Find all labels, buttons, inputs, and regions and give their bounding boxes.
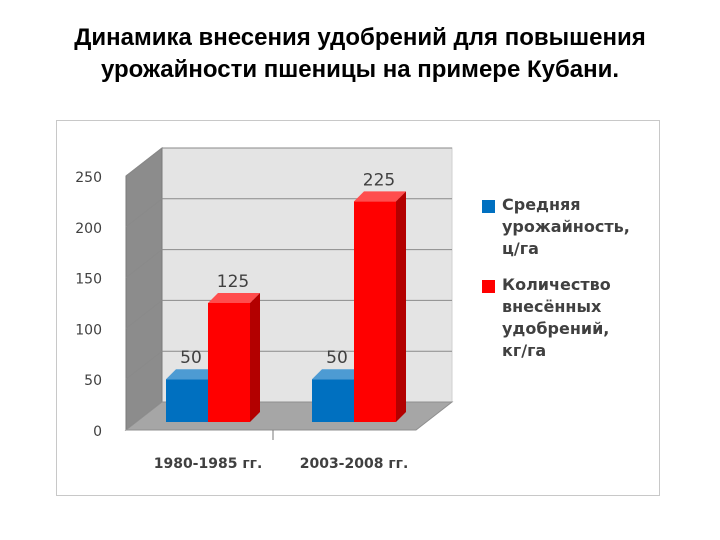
legend-label-line: внесённых (502, 297, 602, 316)
bar (312, 379, 354, 422)
legend-label-line: кг/га (502, 341, 547, 360)
legend-label-line: Количество (502, 275, 611, 294)
legend-item: Средняя урожайность, ц/га (482, 194, 652, 260)
y-tick-label: 200 (75, 221, 102, 237)
legend-swatch (482, 280, 495, 293)
legend-label-line: ц/га (502, 239, 539, 258)
y-tick-label: 100 (75, 322, 102, 338)
y-tick-label: 0 (93, 424, 102, 440)
legend-item: Количество внесённых удобрений, кг/га (482, 274, 652, 362)
slide-title-line-2: урожайности пшеницы на примере Кубани. (100, 56, 620, 83)
chart-side-wall (125, 146, 163, 432)
legend-swatch (482, 200, 495, 213)
y-tick-label: 150 (75, 272, 102, 288)
bar-side (250, 293, 260, 422)
x-category-label: 1980-1985 гг. (154, 456, 263, 472)
bar (166, 379, 208, 422)
data-label: 125 (217, 272, 249, 292)
gridline (125, 198, 452, 228)
chart-legend: Средняя урожайность, ц/га Количество внесённ… (482, 194, 652, 376)
y-tick-label: 250 (75, 170, 102, 186)
data-label: 50 (326, 348, 348, 368)
bar (208, 303, 250, 422)
bar-top (312, 369, 364, 380)
y-tick-label: 50 (84, 373, 102, 389)
bar-top (354, 191, 406, 202)
legend-label-line: удобрений, (502, 319, 610, 338)
data-label: 50 (180, 348, 202, 368)
gridline (125, 147, 452, 177)
legend-label-line: Средняя (502, 195, 581, 214)
bar-side (396, 191, 406, 422)
slide-title: Динамика внесения удобрений для повышени… (0, 22, 720, 86)
chart-back-wall (161, 147, 453, 403)
slide-title-line-1: Динамика внесения удобрений для повышени… (74, 24, 646, 51)
bar-top (166, 369, 218, 380)
data-label: 225 (363, 170, 395, 190)
legend-label-line: урожайность, (502, 217, 630, 236)
bar-top (208, 293, 260, 303)
x-category-label: 2003-2008 гг. (300, 456, 409, 472)
bar (354, 201, 396, 422)
